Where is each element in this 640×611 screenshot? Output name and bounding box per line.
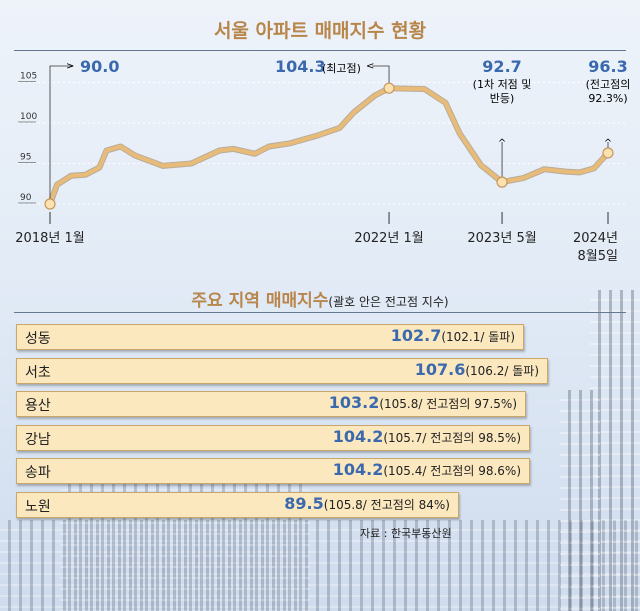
region-bar: 강남 104.2(105.7/ 전고점의 98.5%) <box>16 424 530 451</box>
x-tick-label: 2018년 1월 <box>15 231 84 246</box>
region-value: 104.2 <box>332 460 384 479</box>
region-note: (105.7/ 전고점의 98.5%) <box>383 430 521 445</box>
key-point-marker <box>383 82 395 94</box>
annotation-note: (전고점의 <box>586 78 631 91</box>
y-tick-label: 90 <box>20 193 32 203</box>
key-point-marker <box>602 147 614 159</box>
annotation-arrow <box>49 65 72 204</box>
region-note: (106.2/ 돌파) <box>465 363 539 378</box>
region-bar: 송파 104.2(105.4/ 전고점의 98.6%) <box>16 458 530 484</box>
region-name: 성동 <box>25 331 51 347</box>
annotation-note: (1차 저점 및 <box>473 78 532 91</box>
divider <box>14 312 626 313</box>
y-tick-label: 105 <box>20 72 37 82</box>
arrow-up-icon: ^ <box>604 138 612 149</box>
x-tick-label: 2024년 <box>573 231 618 246</box>
line-series-shadow <box>47 85 611 206</box>
arrow-head-icon: > <box>66 61 74 72</box>
region-note: (105.8/ 전고점의 97.5%) <box>379 397 517 411</box>
source-note: 자료 : 한국부동산원 <box>360 527 452 540</box>
x-tick-label: 2022년 1월 <box>354 231 423 246</box>
region-value-group: 104.2(105.7/ 전고점의 98.5%) <box>333 427 521 446</box>
annotation-value: 96.3 <box>588 57 627 76</box>
annotation-note: 92.3%) <box>588 92 627 105</box>
annotation-arrow <box>372 65 390 89</box>
annotation-note: (최고점) <box>322 62 361 75</box>
line-series <box>48 86 610 205</box>
y-tick-label: 95 <box>20 153 31 163</box>
region-note: (102.1/ 돌파) <box>441 330 515 344</box>
y-tick-label: 100 <box>20 112 37 122</box>
region-value: 89.5 <box>284 493 324 513</box>
region-value-group: 103.2(105.8/ 전고점의 97.5%) <box>329 393 517 412</box>
region-value-group: 107.6(106.2/ 돌파) <box>415 360 539 379</box>
line-chart: 90 95 100 105 2018년 1월 2022년 1월 2023년 5월 2024년 8… <box>15 57 631 264</box>
x-tick-label: 2023년 5월 <box>467 231 536 246</box>
region-bar: 노원 89.5(105.8/ 전고점의 84%) <box>16 491 459 518</box>
region-bar: 용산 103.2(105.8/ 전고점의 97.5%) <box>16 391 526 417</box>
region-note: (105.4/ 전고점의 98.6%) <box>383 464 521 478</box>
annotation-value: 90.0 <box>80 57 119 76</box>
region-bar: 성동 102.7(102.1/ 돌파) <box>16 324 524 350</box>
key-point-marker <box>496 176 508 188</box>
region-note: (105.8/ 전고점의 84%) <box>323 497 450 512</box>
region-value: 103.2 <box>328 393 380 412</box>
region-name: 용산 <box>25 398 51 414</box>
tower-building <box>590 290 640 611</box>
region-value: 104.2 <box>332 426 384 446</box>
region-name: 강남 <box>25 431 51 448</box>
key-point-marker <box>44 198 56 210</box>
region-value-group: 89.5(105.8/ 전고점의 84%) <box>284 494 450 513</box>
divider <box>14 50 626 51</box>
arrow-head-icon: < <box>366 61 374 72</box>
region-value: 107.6 <box>414 359 466 379</box>
buildings-background <box>0 520 640 611</box>
tower-building <box>560 390 600 611</box>
region-name: 노원 <box>25 498 51 515</box>
region-value: 102.7 <box>390 326 442 345</box>
region-name: 송파 <box>25 465 51 481</box>
annotation-note: 반등) <box>490 92 515 105</box>
arrow-up-icon: ^ <box>498 138 506 149</box>
annotation-value: 92.7 <box>482 57 521 76</box>
region-value-group: 104.2(105.4/ 전고점의 98.6%) <box>333 460 521 479</box>
bar-section-title: 주요 지역 매매지수(괄호 안은 전고점 지수) <box>0 286 640 311</box>
region-value-group: 102.7(102.1/ 돌파) <box>391 326 515 345</box>
line-chart-title: 서울 아파트 매매지수 현황 <box>213 20 427 42</box>
bar-title: 주요 지역 매매지수 <box>191 291 329 311</box>
region-name: 서초 <box>25 364 51 381</box>
annotation-value: 104.3 <box>275 57 326 76</box>
bar-subtitle: (괄호 안은 전고점 지수) <box>328 295 449 309</box>
region-bar: 서초 107.6(106.2/ 돌파) <box>16 357 548 384</box>
x-tick-label: 8월5일 <box>578 249 618 264</box>
